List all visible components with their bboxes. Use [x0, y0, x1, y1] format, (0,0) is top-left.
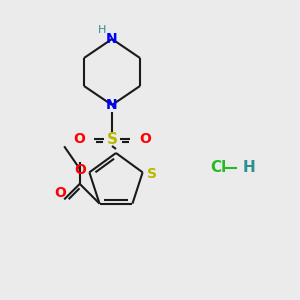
Text: H: H: [98, 25, 106, 35]
Text: O: O: [73, 132, 85, 146]
Text: N: N: [106, 32, 118, 46]
Text: N: N: [106, 98, 118, 112]
Text: O: O: [139, 132, 151, 146]
Text: O: O: [74, 163, 86, 177]
Text: Cl: Cl: [210, 160, 226, 175]
Text: H: H: [243, 160, 256, 175]
Text: O: O: [54, 186, 66, 200]
Text: S: S: [106, 131, 118, 146]
Text: S: S: [147, 167, 157, 181]
